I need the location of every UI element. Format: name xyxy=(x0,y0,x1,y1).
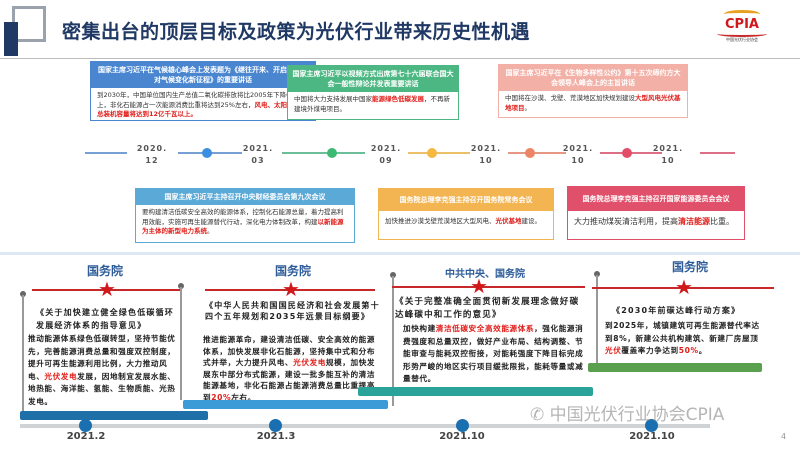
card-header: 国家主席习近平主持召开中央财经委员会第九次会议 xyxy=(136,189,354,205)
pin xyxy=(20,291,26,297)
axis-dot xyxy=(79,419,92,432)
period-bar xyxy=(20,411,208,420)
policy-card-2021-09: 国家主席习近平以视频方式出席第七十六届联合国大会一般性辩论并发表重要讲话 中国将… xyxy=(287,65,459,120)
connector xyxy=(596,275,598,367)
red-divider xyxy=(32,289,182,291)
issuer-label: 国务院 xyxy=(274,264,311,278)
page-title: 密集出台的顶层目标及政策为光伏行业带来历史性机遇 xyxy=(62,21,531,43)
timeline-date: 2021. 10 xyxy=(470,144,502,165)
period-bar xyxy=(588,363,762,372)
period-bar xyxy=(358,387,593,396)
pin xyxy=(178,283,184,289)
wechat-icon: ✆ xyxy=(530,405,550,425)
red-divider xyxy=(205,289,375,291)
bottom-axis xyxy=(20,424,710,428)
pin xyxy=(390,272,396,278)
card-header: 国务院总理李克强主持召开国务院常务会议 xyxy=(379,189,553,211)
policy-card-2021-10-c: 国务院总理李克强主持召开国家能源委员会会议 大力推动煤炭清洁利用，提高清洁能源比… xyxy=(567,186,745,240)
timeline-date: 2020. 12 xyxy=(136,144,168,165)
axis-dot xyxy=(645,419,658,432)
red-divider xyxy=(392,286,585,288)
policy-document-title: 《中华人民共和国国民经济和社会发展第十四个五年规划和2035年远景目标纲要》 xyxy=(205,301,380,321)
card-body: 加快推进沙漠戈壁荒漠地区大型风电、光伏基地建设。 xyxy=(385,217,541,225)
policy-card-2021-03: 国家主席习近平主持召开中央财经委员会第九次会议 要构建清洁低碳安全高效的能源体系… xyxy=(135,188,355,243)
star-icon: ★ xyxy=(282,277,300,301)
card-body: 到2030年，中国单位国内生产总值二氧化碳排放将比2005年下降65%以上，非化… xyxy=(97,91,308,118)
axis-date: 2021.10 xyxy=(629,431,675,442)
card-header: 国务院总理李克强主持召开国家能源委员会会议 xyxy=(568,187,744,211)
cpia-logo: CPIA 中国光伏行业协会 xyxy=(712,10,772,50)
timeline-date: 2021. 03 xyxy=(242,144,274,165)
axis-date: 2021.3 xyxy=(256,431,296,442)
policy-text: 到2025年，城镇建筑可再生能源替代率达到8%，新建公共机构建筑、新建厂房屋顶光… xyxy=(605,321,760,355)
timeline-dot xyxy=(202,148,212,158)
card-body: 要构建清洁低碳安全高效的能源体系，控制化石能源总量，着力提高利用效能，实施可再生… xyxy=(142,208,344,235)
star-icon: ★ xyxy=(98,277,116,301)
axis-date: 2021.2 xyxy=(66,431,106,442)
card-body: 大力推动煤炭清洁利用，提高清洁能源比重。 xyxy=(574,217,734,226)
wechat-watermark: ✆ 中国光伏行业协会CPIA xyxy=(530,405,725,425)
axis-date: 2021.10 xyxy=(439,431,485,442)
policy-document-title: 《2030年前碳达峰行动方案》 xyxy=(612,306,741,315)
section-divider xyxy=(0,252,800,255)
card-header: 国家主席习近平在《生物多样性公约》第十五次缔约方大会领导人峰会上的主旨讲话 xyxy=(499,65,687,91)
policy-text: 推进能源革命，建设清洁低碳、安全高效的能源体系，加快发展非化石能源，坚持集中式和… xyxy=(203,335,376,402)
red-divider xyxy=(592,287,774,289)
policy-text: 加快构建清洁低碳安全高效能源体系，强化能源消费强度和总量双控，做好产业布局、结构… xyxy=(403,324,584,383)
timeline-dot xyxy=(622,148,632,158)
card-body: 中国将在沙漠、戈壁、荒漠地区加快规划建设大型风电光伏基地项目。 xyxy=(505,94,681,112)
policy-text: 推动能源体系绿色低碳转型，坚持节能优先，完善能源消费总量和强度双控制度，提升可再… xyxy=(28,334,176,406)
policy-card-2021-10-a: 国家主席习近平在《生物多样性公约》第十五次缔约方大会领导人峰会上的主旨讲话 中国… xyxy=(498,64,688,118)
issuer-label: 中共中央、国务院 xyxy=(445,269,525,280)
axis-dot xyxy=(269,419,282,432)
timeline-dot xyxy=(327,148,337,158)
connector xyxy=(180,287,182,400)
title-deco-block xyxy=(4,22,18,56)
connector xyxy=(392,276,394,406)
timeline-dot xyxy=(525,148,535,158)
policy-document-title: 《关于加快建立健全绿色低碳循环发展经济体系的指导意见》 xyxy=(36,308,174,330)
timeline-date: 2021. 10 xyxy=(562,144,594,165)
timeline-dot xyxy=(427,148,437,158)
star-icon: ★ xyxy=(675,275,693,299)
policy-card-2020-12: 国家主席习近平在气候雄心峰会上发表题为《继往开来、开启全球应对气候变化新征程》的… xyxy=(90,61,316,121)
card-header: 国家主席习近平在气候雄心峰会上发表题为《继往开来、开启全球应对气候变化新征程》的… xyxy=(91,62,315,88)
card-header: 国家主席习近平以视频方式出席第七十六届联合国大会一般性辩论并发表重要讲话 xyxy=(288,66,458,92)
logo-subtitle: 中国光伏行业协会 xyxy=(726,37,758,42)
logo-text: CPIA xyxy=(725,17,759,32)
issuer-label: 国务院 xyxy=(671,260,708,274)
period-bar xyxy=(183,400,388,409)
timeline-date: 2021. 10 xyxy=(652,144,684,165)
policy-card-2021-10-b: 国务院总理李克强主持召开国务院常务会议 加快推进沙漠戈壁荒漠地区大型风电、光伏基… xyxy=(378,188,554,240)
connector xyxy=(22,295,24,417)
page-number: 4 xyxy=(781,432,787,441)
axis-dot xyxy=(456,419,469,432)
timeline-date: 2021. 09 xyxy=(370,144,402,165)
issuer-label: 国务院 xyxy=(86,264,123,278)
policy-document-title: 《关于完整准确全面贯彻新发展理念做好碳达峰碳中和工作的意见》 xyxy=(395,297,580,320)
star-icon: ★ xyxy=(470,274,488,298)
pin xyxy=(594,271,600,277)
header-divider xyxy=(0,58,800,59)
card-body: 中国将大力支持发展中国家能源绿色低碳发展，不再新建境外煤电项目。 xyxy=(294,95,450,113)
